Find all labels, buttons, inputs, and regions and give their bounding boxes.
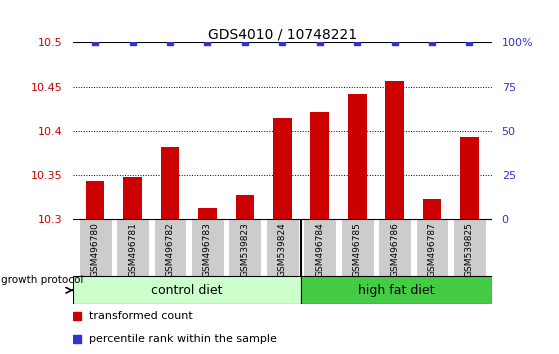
Bar <box>453 219 486 276</box>
Bar <box>348 94 367 219</box>
Text: control diet: control diet <box>151 284 222 297</box>
Bar <box>116 219 149 276</box>
Bar <box>73 276 301 304</box>
Text: GSM496784: GSM496784 <box>315 222 324 277</box>
Text: percentile rank within the sample: percentile rank within the sample <box>89 334 277 344</box>
Bar <box>154 219 187 276</box>
Bar <box>160 147 179 219</box>
Text: high fat diet: high fat diet <box>358 284 435 297</box>
Bar <box>385 80 404 219</box>
Text: GSM496786: GSM496786 <box>390 222 399 277</box>
Bar <box>303 219 336 276</box>
Text: growth protocol: growth protocol <box>1 275 83 285</box>
Bar <box>273 118 292 219</box>
Text: GSM496787: GSM496787 <box>428 222 437 277</box>
Text: GSM496785: GSM496785 <box>353 222 362 277</box>
Bar <box>415 219 448 276</box>
Bar <box>266 219 299 276</box>
Bar <box>198 208 217 219</box>
Bar <box>310 112 329 219</box>
Bar <box>301 276 492 304</box>
Bar <box>123 177 142 219</box>
Title: GDS4010 / 10748221: GDS4010 / 10748221 <box>208 27 357 41</box>
Text: GSM496780: GSM496780 <box>91 222 100 277</box>
Text: GSM539824: GSM539824 <box>278 222 287 277</box>
Text: GSM496782: GSM496782 <box>165 222 174 277</box>
Text: GSM539825: GSM539825 <box>465 222 474 277</box>
Bar <box>378 219 411 276</box>
Bar <box>423 199 442 219</box>
Bar <box>340 219 373 276</box>
Text: GSM496781: GSM496781 <box>128 222 137 277</box>
Bar <box>460 137 479 219</box>
Bar <box>191 219 224 276</box>
Text: GSM496783: GSM496783 <box>203 222 212 277</box>
Text: transformed count: transformed count <box>89 311 193 321</box>
Bar <box>235 195 254 219</box>
Bar <box>86 182 105 219</box>
Text: GSM539823: GSM539823 <box>240 222 249 277</box>
Bar <box>79 219 112 276</box>
Bar <box>229 219 262 276</box>
